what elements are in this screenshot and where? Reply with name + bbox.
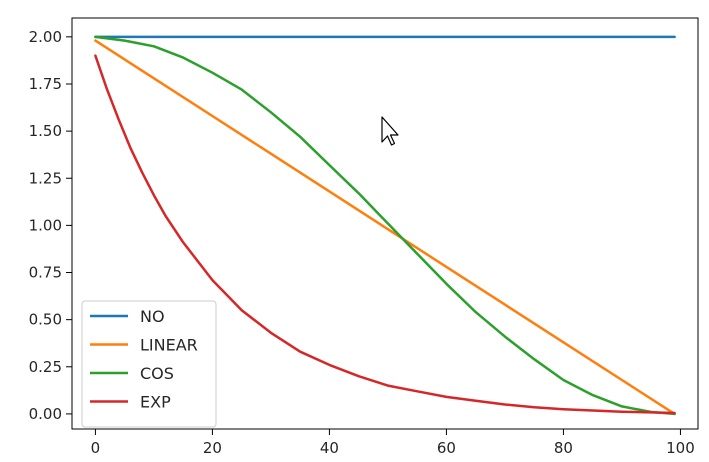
y-tick-label: 2.00 [29,28,62,46]
series-line-exp [94,54,676,415]
series-line-cos [94,35,676,416]
series-line-linear [94,39,676,416]
y-tick-label: 1.25 [29,169,62,187]
x-tick-label: 40 [320,439,339,457]
y-tick-label: 0.50 [29,311,62,329]
y-tick-label: 0.00 [29,405,62,423]
y-axis: 0.00 0.25 0.50 0.75 1.00 1.25 1.50 1.75 2.00 [29,28,72,423]
plot-frame [71,17,699,430]
y-tick-label: 1.75 [29,75,62,93]
x-tick-label: 60 [437,439,456,457]
y-tick-label: 0.75 [29,264,62,282]
x-tick-label: 0 [91,439,101,457]
mouse-pointer-arrow-icon [381,116,399,146]
legend-label: EXP [140,393,171,412]
x-axis: 0 20 40 60 80 100 [91,429,695,457]
series-layer [94,35,676,416]
legend-label: NO [140,307,165,326]
x-tick-label: 80 [554,439,573,457]
legend-box [81,300,217,428]
legend-label: COS [140,364,174,383]
y-tick-label: 1.50 [29,122,62,140]
y-tick-label: 1.00 [29,216,62,234]
legend: NO LINEAR COS EXP [81,300,217,428]
x-tick-label: 100 [666,439,695,457]
x-tick-label: 20 [203,439,222,457]
legend-label: LINEAR [140,336,198,355]
y-tick-label: 0.25 [29,358,62,376]
